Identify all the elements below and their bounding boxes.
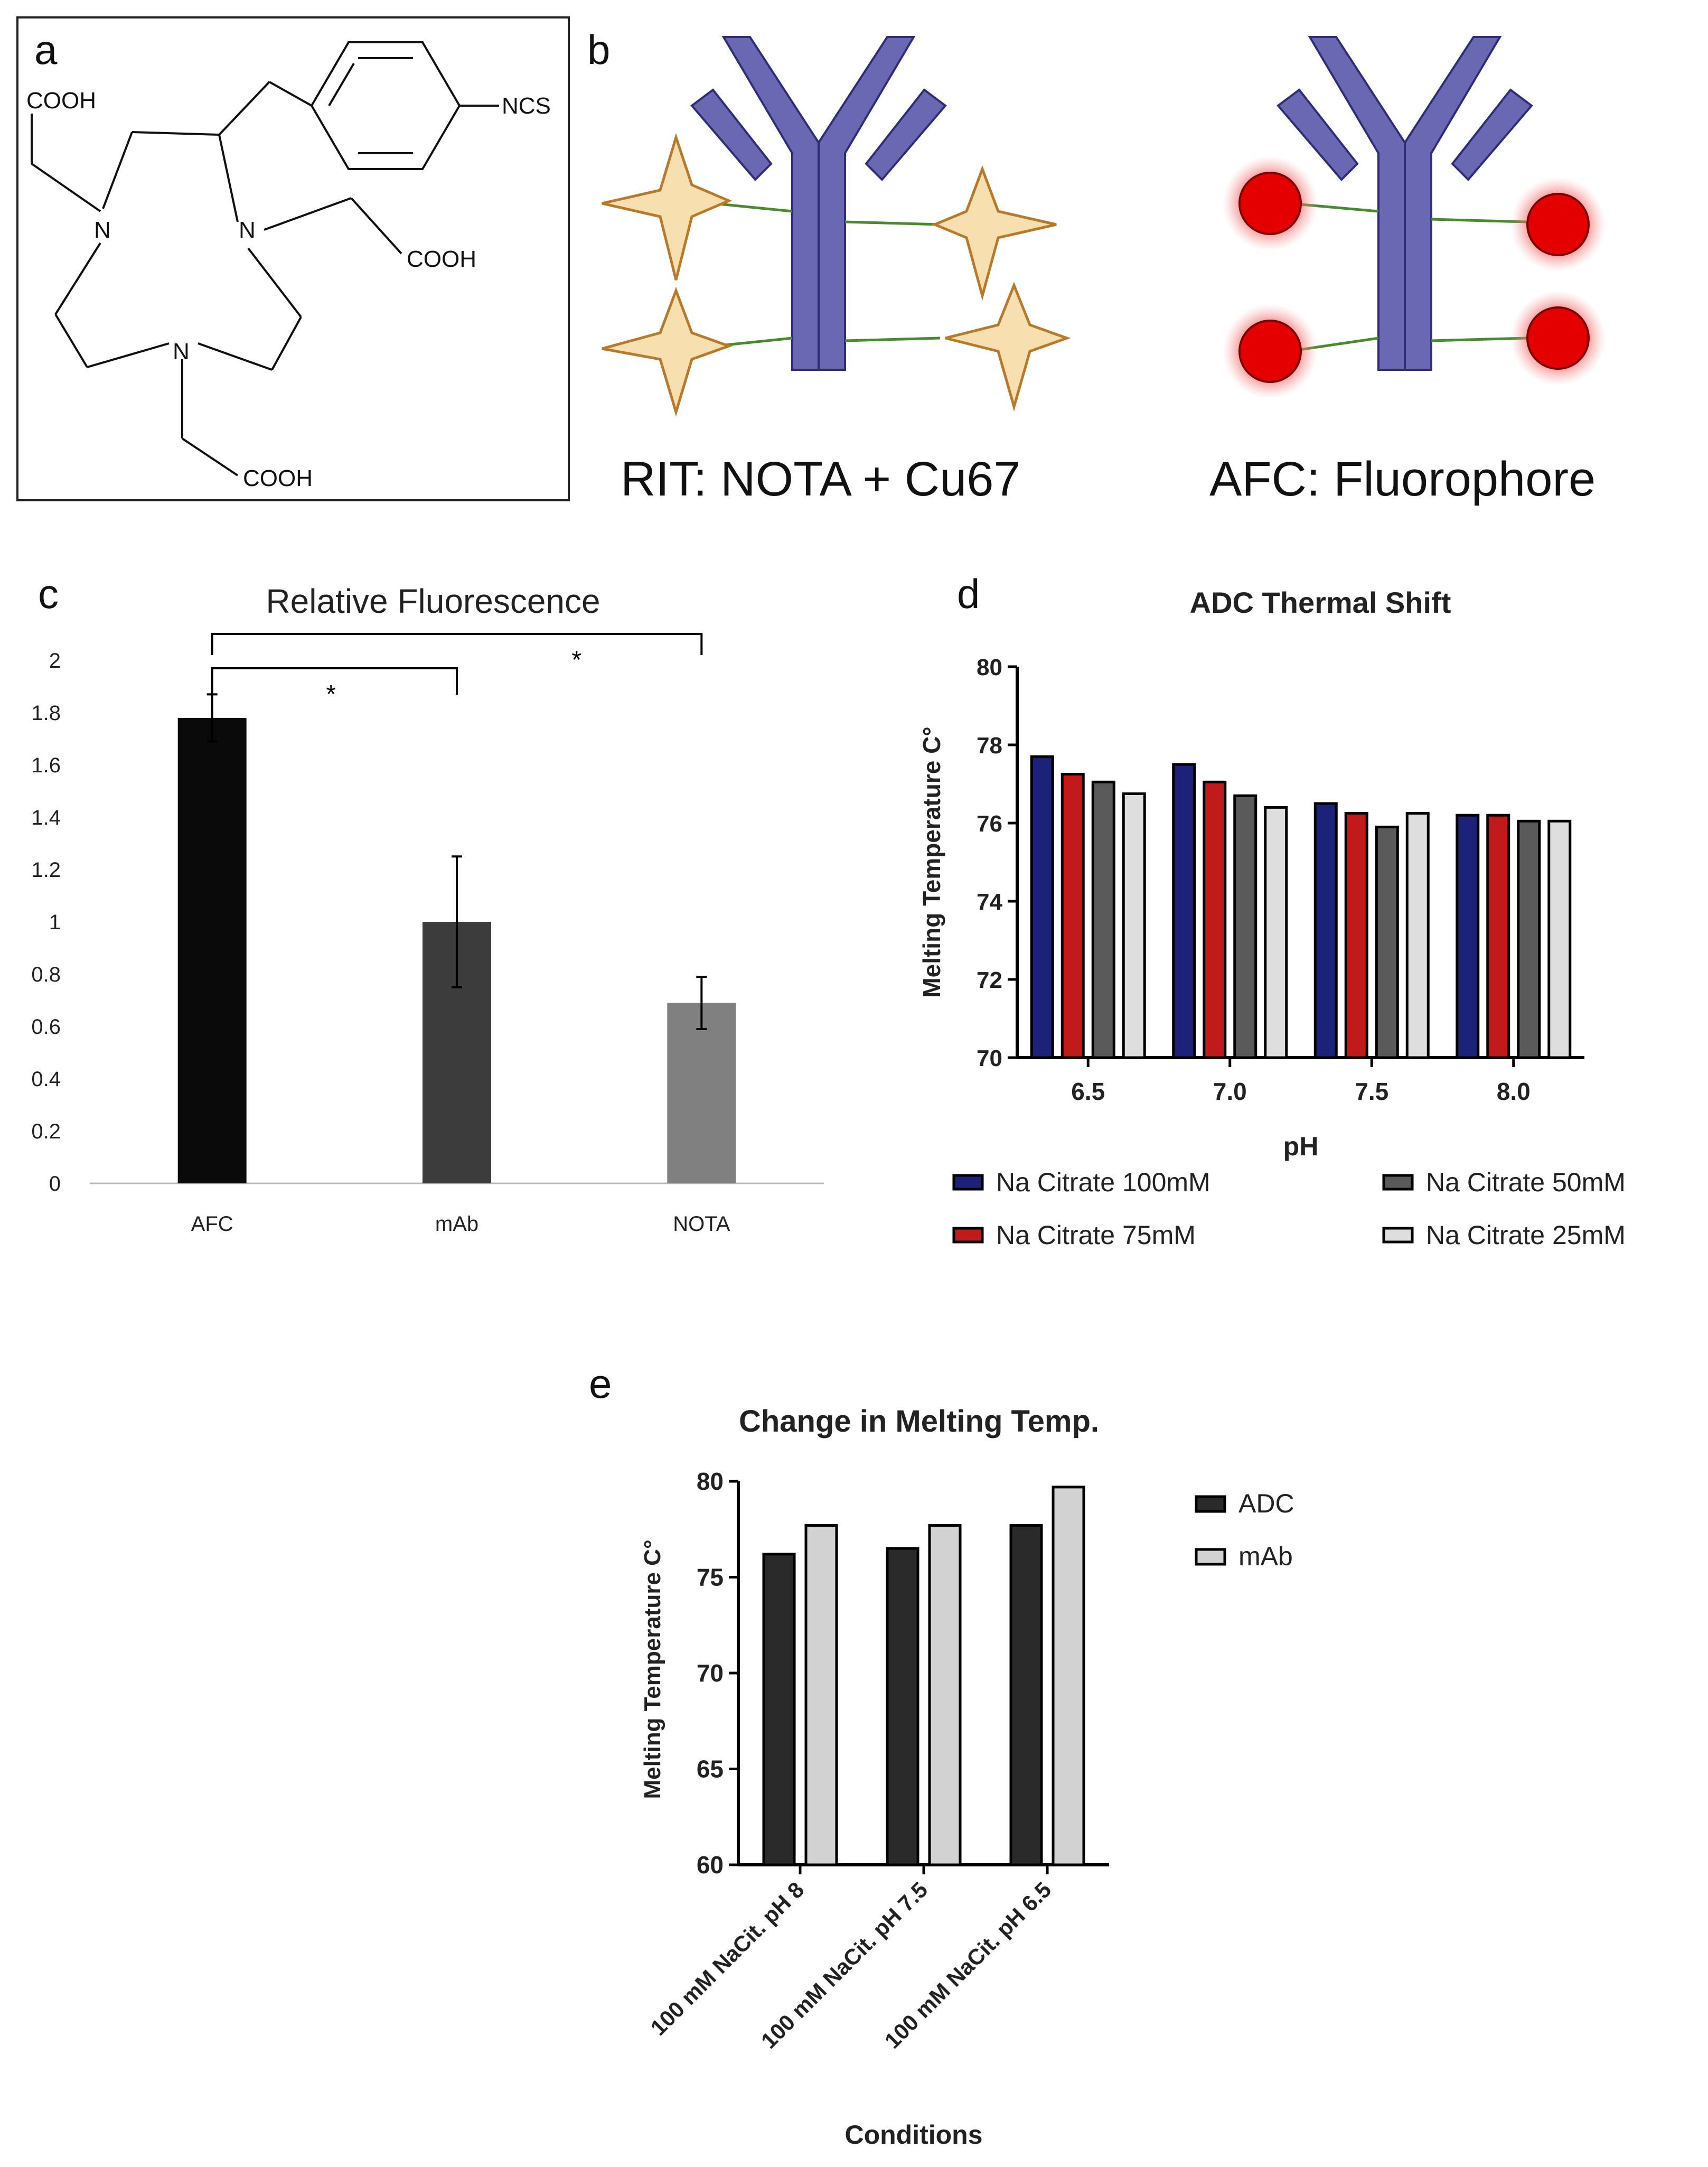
rit-label: RIT: NOTA + Cu67 — [621, 452, 1021, 506]
conjugate-diagram: RIT: NOTA + Cu67 AFC: Fluorophore — [602, 36, 1606, 506]
chart-e-bar — [1052, 1486, 1085, 1866]
chart-e-ytick: 70 — [697, 1659, 724, 1687]
chart-d-ytick: 70 — [977, 1045, 1002, 1071]
chart-d-bar — [1547, 819, 1572, 1059]
chart-c-ytick: 0.4 — [31, 1068, 61, 1091]
relative-fluorescence-chart: Relative Fluorescence 0 0.2 0.4 0.6 0.8 1 1.2 1.… — [31, 582, 824, 1236]
chart-e-bar — [928, 1524, 962, 1866]
chart-c-category-label: mAb — [435, 1212, 478, 1236]
chart-d-bar — [1313, 802, 1338, 1059]
adc-thermal-shift-chart: ADC Thermal Shift Melting Temperature C° 7… — [918, 586, 1626, 1250]
panel-e-letter: e — [589, 1360, 612, 1407]
chart-d-y-label: Melting Temperature C° — [918, 726, 945, 997]
chart-c-bar-nota — [667, 1003, 736, 1183]
chart-d-bar — [1517, 819, 1541, 1059]
chart-e-legend-label: mAb — [1238, 1542, 1293, 1571]
chart-d-title: ADC Thermal Shift — [1190, 586, 1451, 619]
chart-d-category-label: 8.0 — [1497, 1078, 1531, 1105]
chart-c-ytick: 1.2 — [31, 858, 61, 882]
chart-d-bar — [1203, 780, 1227, 1059]
chart-d-legend-swatch — [952, 1174, 984, 1191]
chart-d-legend-swatch — [1382, 1227, 1414, 1244]
cooh-label-3: COOH — [243, 465, 313, 491]
chemical-structure-figure: COOH NCS N N COOH N COOH — [16, 16, 570, 501]
chart-c-ytick: 0.2 — [31, 1120, 61, 1143]
ncs-label: NCS — [502, 93, 551, 119]
chart-d-ytick: 72 — [977, 967, 1002, 993]
chart-d-category-label: 7.5 — [1355, 1078, 1388, 1105]
chart-d-ytick: 76 — [977, 811, 1002, 837]
chart-d-ytick: 78 — [977, 733, 1002, 759]
chart-c-bar-afc — [177, 717, 247, 1183]
chart-d-legend-label: Na Citrate 25mM — [1426, 1220, 1626, 1250]
panel-b-letter: b — [587, 26, 611, 73]
chart-e-y-label: Melting Temperature C° — [640, 1539, 665, 1799]
chart-d-legend-label: Na Citrate 100mM — [996, 1167, 1210, 1197]
chart-e-x-label: Conditions — [844, 2120, 982, 2150]
chart-c-title: Relative Fluorescence — [266, 582, 600, 620]
chart-d-bar — [1233, 794, 1257, 1059]
chart-c-ytick: 1.6 — [31, 754, 61, 777]
chart-e-ytick: 80 — [697, 1468, 724, 1495]
chart-e-bar — [886, 1547, 919, 1866]
afc-label: AFC: Fluorophore — [1209, 452, 1596, 506]
chart-d-legend-label: Na Citrate 75mM — [996, 1220, 1196, 1250]
chart-d-bar — [1456, 814, 1480, 1059]
chart-d-bar — [1061, 773, 1085, 1059]
chart-e-legend-label: ADC — [1238, 1489, 1294, 1518]
chart-c-significance-star: * — [571, 646, 581, 674]
rit-antibody — [690, 36, 947, 371]
chart-c-ytick: 0 — [49, 1172, 61, 1195]
chart-d-bar — [1091, 780, 1115, 1059]
cooh-label-1: COOH — [26, 88, 96, 114]
chart-c-ytick: 1 — [49, 911, 61, 934]
chart-d-ytick: 80 — [977, 655, 1002, 680]
fluorophore-dots — [1223, 156, 1606, 399]
chart-c-ytick: 2 — [49, 649, 61, 672]
nitrogen-label-3: N — [173, 339, 190, 365]
chart-d-legend-swatch — [952, 1227, 984, 1244]
chart-d-x-label: pH — [1283, 1132, 1319, 1161]
chart-d-legend-label: Na Citrate 50mM — [1426, 1167, 1626, 1197]
cooh-label-2: COOH — [407, 246, 476, 272]
nitrogen-label-1: N — [94, 217, 111, 243]
chart-c-significance-star: * — [326, 680, 336, 708]
chart-e-bar — [762, 1553, 796, 1866]
chart-c-significance-bracket — [211, 667, 458, 695]
chart-c-ytick: 0.6 — [31, 1015, 61, 1039]
chart-e-legend-swatch — [1195, 1548, 1226, 1566]
chart-d-bar — [1030, 755, 1054, 1059]
chart-e-title: Change in Melting Temp. — [739, 1404, 1099, 1439]
nitrogen-label-2: N — [239, 217, 256, 243]
chart-c-category-label: NOTA — [673, 1212, 730, 1236]
chart-d-bar — [1122, 792, 1146, 1059]
chart-c-ytick: 0.8 — [31, 963, 61, 986]
panel-c-letter: c — [38, 571, 59, 617]
chart-d-bar — [1486, 814, 1510, 1059]
nota-cu67-stars — [602, 133, 1071, 417]
chart-d-bar — [1375, 825, 1399, 1059]
chart-d-category-label: 6.5 — [1071, 1078, 1105, 1105]
chart-c-ytick: 1.4 — [31, 806, 61, 829]
panel-a-letter: a — [34, 26, 58, 73]
chart-d-bar — [1264, 806, 1288, 1059]
chart-d-legend-swatch — [1382, 1174, 1414, 1191]
chart-e-bar — [1009, 1524, 1043, 1866]
chart-d-category-label: 7.0 — [1213, 1078, 1247, 1105]
afc-antibody — [1277, 36, 1533, 371]
chart-e-ytick: 75 — [697, 1564, 724, 1591]
chart-e-ytick: 60 — [697, 1851, 724, 1879]
chart-c-significance-bracket — [211, 633, 703, 655]
melting-temp-change-chart: Change in Melting Temp. Melting Temperatu… — [640, 1404, 1294, 2150]
chart-c-ytick: 1.8 — [31, 702, 61, 725]
chart-d-bar — [1344, 812, 1368, 1059]
chart-e-ytick: 65 — [697, 1755, 724, 1783]
chart-d-ytick: 74 — [977, 889, 1002, 915]
chart-e-legend-swatch — [1195, 1495, 1226, 1513]
chart-c-category-label: AFC — [191, 1212, 233, 1236]
chart-e-bar — [804, 1524, 838, 1866]
chart-d-bar — [1172, 763, 1196, 1059]
panel-d-letter: d — [957, 571, 980, 617]
chart-d-bar — [1405, 812, 1430, 1059]
